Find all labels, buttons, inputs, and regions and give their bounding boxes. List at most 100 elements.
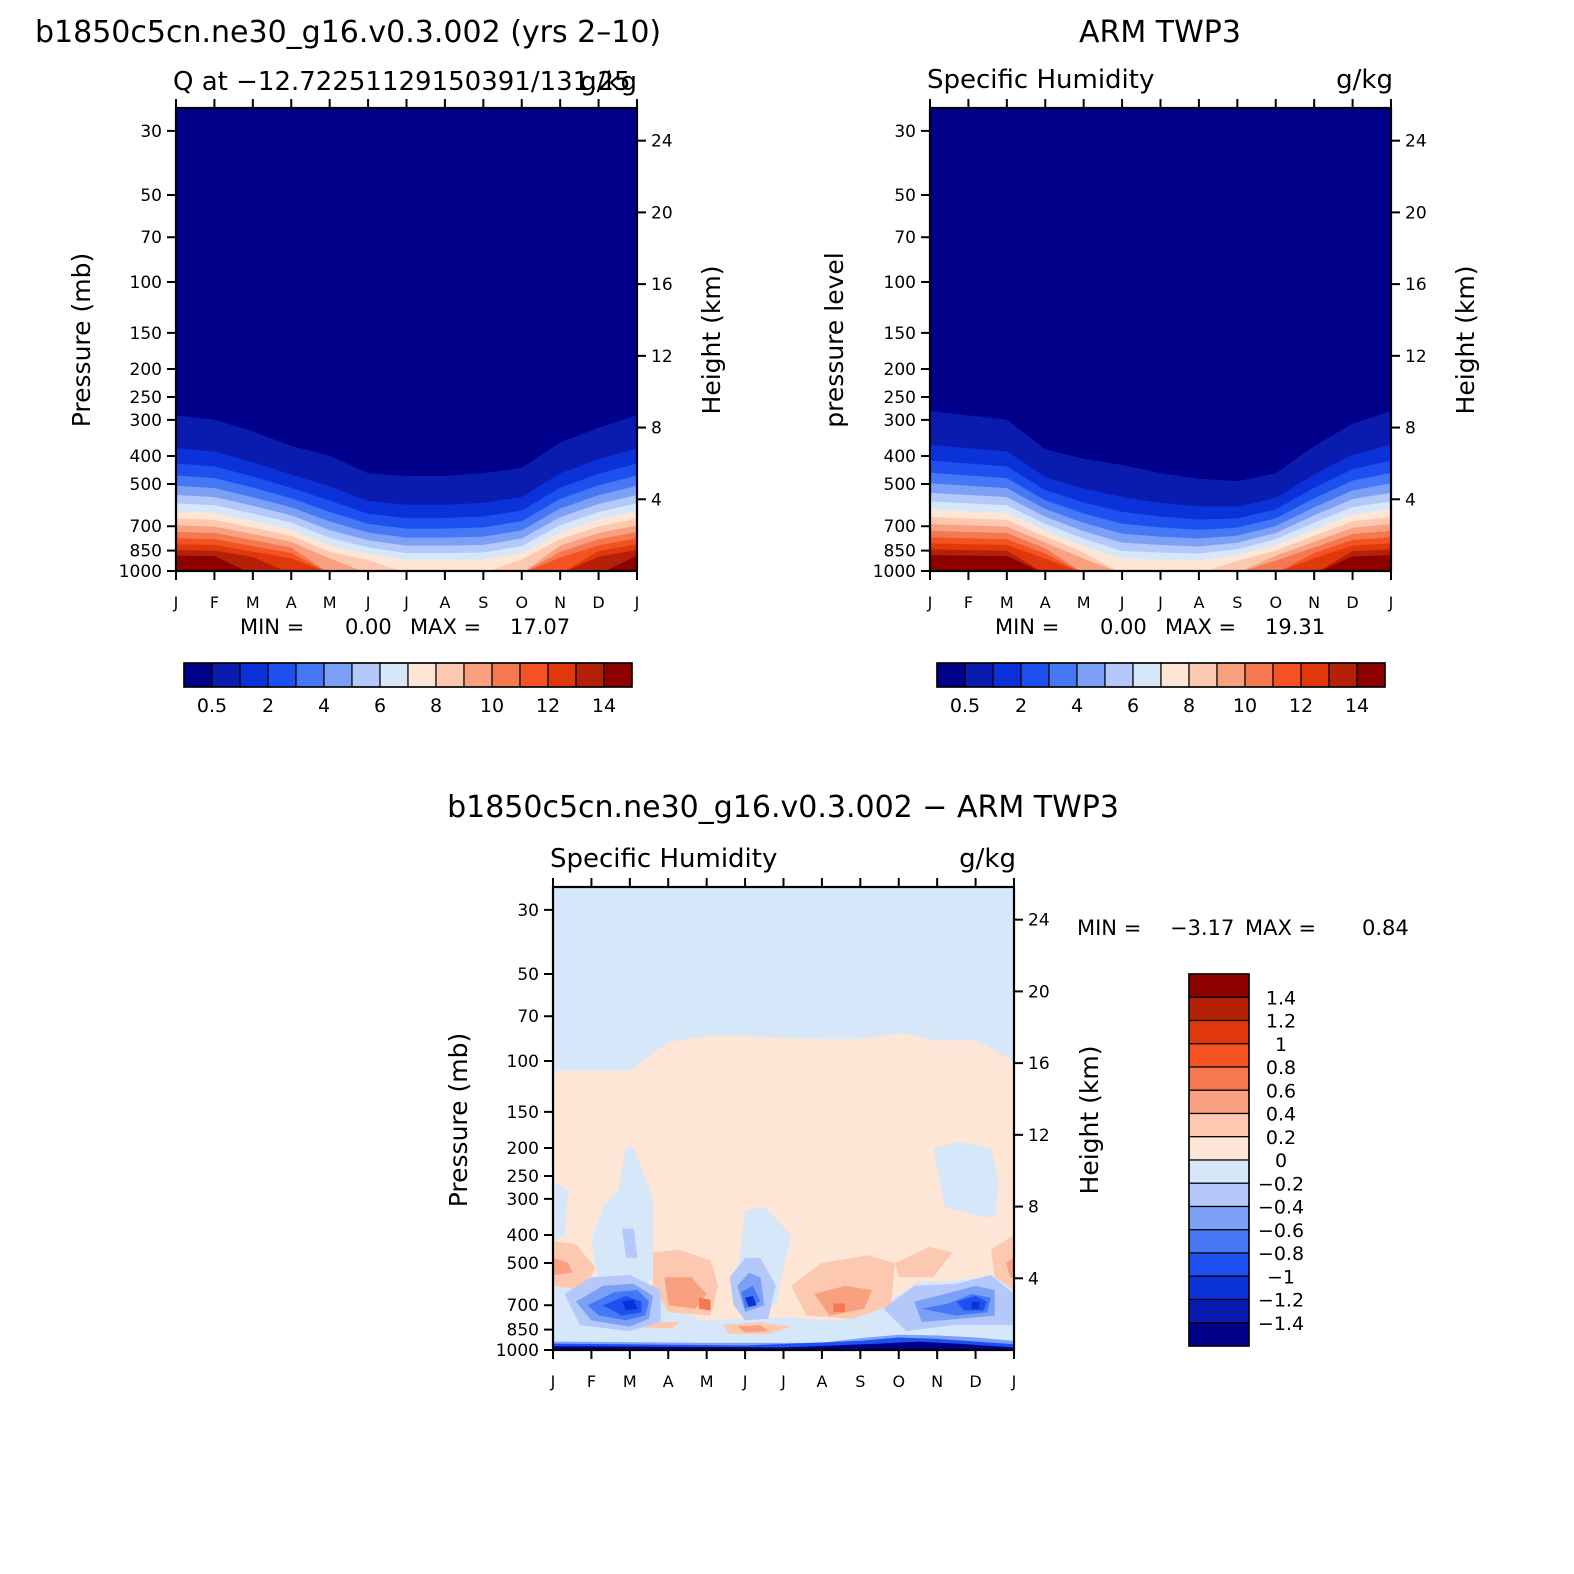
diff-xtick-label: A [816,1372,827,1391]
model-xtick-label: J [403,593,409,612]
model-colorbar-label: 14 [592,695,616,717]
obs-colorbar-swatch [1076,662,1106,688]
diff-max-value: 0.84 [1362,916,1409,940]
diff-colorbar-swatch [1188,1159,1250,1184]
model-ytick-label: 250 [130,388,162,408]
obs-ytick-right-label: 12 [1405,347,1427,367]
diff-ytick-label: 1000 [496,1341,539,1361]
model-colorbar-swatch [407,662,437,688]
model-ytick-right-label: 12 [651,347,673,367]
diff-colorbar-swatch [1188,1205,1250,1231]
model-ytick-label: 850 [130,542,162,562]
diff-ylabel: Pressure (mb) [444,1033,473,1207]
obs-ytick-label: 850 [884,542,916,562]
obs-colorbar: 0.5 2 4 6 8 10 12 14 [936,662,1386,717]
obs-ytick-label: 200 [884,360,916,380]
model-xtick-label: J [634,593,640,612]
model-ytick-label: 150 [130,324,162,344]
diff-negative-core [971,1301,980,1309]
obs-xtick-label: A [1193,593,1204,612]
model-ytick-right-label: 16 [651,275,673,295]
diff-positive-patch [664,1277,707,1309]
obs-colorbar-swatch [1104,662,1134,688]
diff-colorbar-swatch [1188,1322,1250,1347]
model-colorbar-swatch [323,662,353,688]
panel-diff-left-string: Specific Humidity [550,844,777,874]
diff-ytick-label: 300 [507,1190,539,1210]
obs-colorbar-swatch [1244,662,1274,688]
obs-colorbar-label: 14 [1345,695,1369,717]
obs-xtick-label: S [1232,593,1242,612]
diff-xtick-label: M [700,1372,714,1391]
diff-colorbar-label: 0 [1275,1150,1287,1172]
diff-xtick-label: S [855,1372,865,1391]
obs-xtick-label: J [1119,593,1125,612]
diff-colorbar-label: 0.4 [1266,1104,1296,1126]
model-xtick-label: O [515,593,528,612]
model-ytick-right-label: 4 [651,490,662,510]
diff-ytick-label: 500 [507,1254,539,1274]
model-xtick-label: S [478,593,488,612]
diff-ytick-label: 200 [507,1139,539,1159]
diff-colorbar-swatch [1188,1136,1250,1161]
diff-colorbar-label: −1.2 [1258,1290,1304,1312]
obs-ylabel: pressure level [820,252,849,427]
panel-diff: b1850c5cn.ne30_g16.v0.3.002 − ARM TWP3 S… [444,790,1409,1391]
panel-diff-title: b1850c5cn.ne30_g16.v0.3.002 − ARM TWP3 [447,790,1119,825]
obs-ytick-label: 700 [884,517,916,537]
obs-xtick-label: A [1040,593,1051,612]
diff-colorbar-label: −1.4 [1258,1313,1304,1335]
diff-colorbar-swatch [1188,973,1250,998]
diff-colorbar-label: −0.4 [1258,1197,1304,1219]
obs-colorbar-swatch [1160,662,1190,688]
diff-xtick-label: J [780,1372,786,1391]
obs-ytick-right-label: 16 [1405,275,1427,295]
diff-colorbar-label: −1 [1267,1266,1295,1288]
diff-ytick-label: 400 [507,1226,539,1246]
model-colorbar-swatch [239,662,269,688]
model-colorbar-label: 12 [536,695,560,717]
obs-max-value: 19.31 [1265,615,1325,639]
obs-xtick-label: J [1157,593,1163,612]
obs-ytick-label: 400 [884,447,916,467]
obs-colorbar-label: 10 [1233,695,1257,717]
panel-obs: ARM TWP3 Specific Humidity g/kg 30 50 70 10… [820,15,1480,717]
model-colorbar-label: 0.5 [197,695,227,717]
model-colorbar-label: 10 [480,695,504,717]
diff-ytick-label: 50 [517,965,539,985]
model-colorbar-swatch [547,662,577,688]
model-ytick-label: 50 [140,186,162,206]
diff-surface-band [553,1341,1014,1350]
obs-xtick-label: M [1000,593,1014,612]
obs-colorbar-label: 4 [1071,695,1083,717]
model-ytick-label: 70 [140,228,162,248]
diff-min-value: −3.17 [1170,916,1234,940]
obs-ytick-label: 150 [884,324,916,344]
diff-positive-patch [553,1241,596,1290]
diff-ytick-right-label: 12 [1028,1126,1050,1146]
model-xtick-label: F [210,593,219,612]
model-colorbar-swatch [463,662,493,688]
diff-ytick-label: 700 [507,1296,539,1316]
diff-negative-core [622,1299,638,1311]
obs-colorbar-swatch [964,662,994,688]
diff-colorbar-label: −0.2 [1258,1173,1304,1195]
model-colorbar-swatch [295,662,325,688]
diff-colorbar-label: 0.2 [1266,1127,1296,1149]
model-xtick-label: M [246,593,260,612]
diff-colorbar-label: −0.8 [1258,1243,1304,1265]
obs-ytick-label: 30 [894,122,916,142]
diff-xtick-label: J [742,1372,748,1391]
model-colorbar-label: 4 [318,695,330,717]
diff-negative-core [745,1295,757,1307]
diff-xtick-label: O [892,1372,905,1391]
model-colorbar-swatch [519,662,549,688]
diff-colorbar-swatch [1188,1252,1250,1277]
obs-xtick-label: J [1388,593,1394,612]
panel-model-units: g/kg [580,67,637,97]
obs-colorbar-label: 6 [1127,695,1139,717]
model-colorbar-swatch [379,662,409,688]
diff-colorbar: 1.41.210.80.60.40.20−0.2−0.4−0.6−0.8−1−1… [1188,973,1304,1347]
